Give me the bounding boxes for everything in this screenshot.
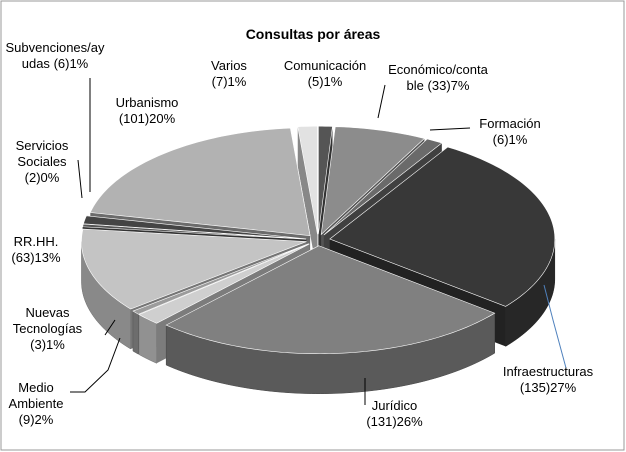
slice xyxy=(138,243,310,324)
leader-line xyxy=(429,127,471,131)
slice-label: Medio Ambiente (9)2% xyxy=(2,380,70,428)
slice xyxy=(329,146,556,307)
slice-label: Infraestructuras (135)27% xyxy=(498,364,598,396)
slice-wall xyxy=(132,310,139,355)
slice xyxy=(132,243,309,315)
category-label: Formación xyxy=(479,116,541,131)
slice-label: Subvenciones/ayudas (6)1% xyxy=(5,40,105,72)
slice xyxy=(323,138,443,236)
category-label: Nuevas Tecnologías xyxy=(12,305,83,336)
slice-label: Comunicación (5)1% xyxy=(270,58,380,90)
value-label: (63)13% xyxy=(11,250,61,265)
value-label: (2)0% xyxy=(24,170,60,185)
category-label: Varios xyxy=(211,58,247,73)
slice-label: Servicios Sociales (2)0% xyxy=(5,138,79,186)
category-label: Medio Ambiente xyxy=(8,380,64,411)
slice xyxy=(297,125,318,235)
category-label: Servicios Sociales xyxy=(15,138,69,169)
slice-label: Jurídico (131)26% xyxy=(352,398,437,430)
leader-line xyxy=(104,319,116,336)
value-label: (135)27% xyxy=(519,380,577,395)
category-label: RR.HH. xyxy=(13,234,59,249)
chart-title: Consultas por áreas xyxy=(245,26,381,42)
value-label: (101)20% xyxy=(118,111,176,126)
leader-line xyxy=(77,159,83,199)
slice-label: Urbanismo (101)20% xyxy=(92,95,202,127)
slice-label: Varios (7)1% xyxy=(198,58,260,90)
slice xyxy=(89,127,311,237)
leader-line xyxy=(70,337,121,393)
leader-line xyxy=(377,84,386,119)
category-label: Jurídico xyxy=(371,398,418,413)
value-label: (131)26% xyxy=(366,414,423,429)
category-label: Económico/contable xyxy=(388,62,488,93)
value-label: (3)1% xyxy=(30,337,65,352)
category-label: Comunicación xyxy=(283,58,367,73)
value-label: (7)1% xyxy=(211,74,247,89)
value-label: (9)2% xyxy=(18,412,54,427)
category-label: Subvenciones/ayudas xyxy=(5,40,105,71)
category-label: Infraestructuras xyxy=(502,364,594,379)
slice-label: Nuevas Tecnologías (3)1% xyxy=(0,305,95,353)
slice xyxy=(165,245,496,355)
slice-label: RR.HH. (63)13% xyxy=(0,234,72,266)
slice xyxy=(318,125,333,235)
category-label: Urbanismo xyxy=(115,95,179,110)
slice-label: Económico/contable (33)7% xyxy=(388,62,488,94)
slice-side xyxy=(297,126,318,275)
slice xyxy=(81,228,307,310)
value-label: (33)7% xyxy=(427,78,470,93)
slice-label: Formación (6)1% xyxy=(470,116,550,148)
value-label: (5)1% xyxy=(307,74,343,89)
slice xyxy=(320,126,426,236)
leader-line xyxy=(543,284,567,369)
value-label: (6)1% xyxy=(53,56,89,71)
value-label: (6)1% xyxy=(492,132,528,147)
slice xyxy=(83,215,307,240)
